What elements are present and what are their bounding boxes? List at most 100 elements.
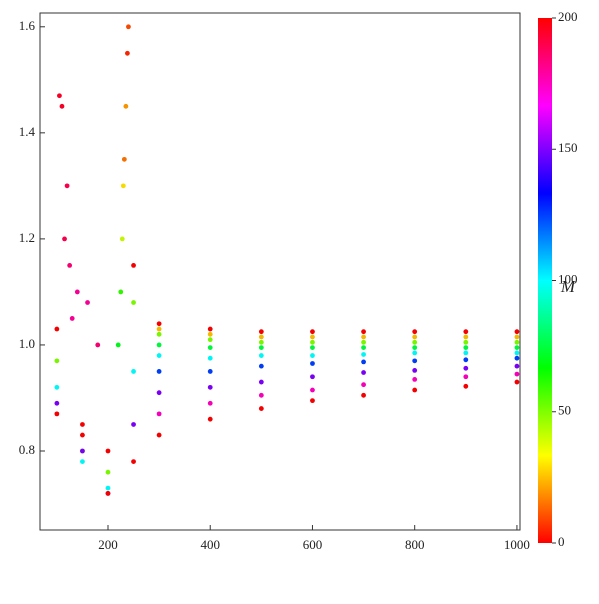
point xyxy=(80,432,85,438)
point xyxy=(514,334,520,340)
point xyxy=(361,339,366,345)
point xyxy=(95,342,101,348)
point xyxy=(119,236,125,242)
point xyxy=(64,183,70,189)
point xyxy=(258,406,264,411)
point xyxy=(463,334,469,340)
point xyxy=(54,400,60,406)
point xyxy=(105,448,111,454)
point xyxy=(105,485,111,491)
point xyxy=(514,329,520,335)
point xyxy=(105,491,111,496)
point xyxy=(207,355,213,361)
point xyxy=(62,236,67,242)
colorbar-tick-label: 200 xyxy=(558,9,578,24)
point xyxy=(156,342,162,348)
point xyxy=(310,387,315,393)
point xyxy=(156,432,162,438)
point xyxy=(207,384,213,390)
point xyxy=(207,337,213,343)
point xyxy=(125,50,130,56)
x-tick-label: 200 xyxy=(98,537,118,552)
point xyxy=(80,459,85,464)
point xyxy=(156,321,162,327)
point xyxy=(310,398,315,404)
point xyxy=(463,383,469,389)
point xyxy=(412,334,418,340)
point xyxy=(156,326,162,332)
point xyxy=(105,469,111,475)
point xyxy=(514,355,520,361)
point xyxy=(412,358,418,364)
point xyxy=(207,369,213,374)
point xyxy=(123,103,129,109)
point xyxy=(85,300,90,305)
point xyxy=(310,334,315,340)
point xyxy=(59,103,65,109)
x-tick-label: 400 xyxy=(200,537,220,552)
point xyxy=(361,370,366,375)
point xyxy=(361,334,366,340)
point xyxy=(54,384,60,390)
point xyxy=(463,374,469,380)
point xyxy=(258,339,264,345)
point xyxy=(258,379,264,385)
y-tick-label: 1.0 xyxy=(19,336,35,351)
point xyxy=(412,345,418,350)
point xyxy=(258,392,264,398)
point xyxy=(121,156,127,162)
point xyxy=(463,350,469,356)
point xyxy=(310,374,315,380)
point xyxy=(54,326,60,332)
point xyxy=(207,400,213,406)
point xyxy=(80,448,85,454)
point xyxy=(131,422,136,427)
point xyxy=(412,377,418,382)
point xyxy=(54,411,60,417)
point xyxy=(80,422,85,427)
point xyxy=(118,289,124,295)
point xyxy=(361,352,366,357)
point xyxy=(131,369,136,374)
point xyxy=(514,371,520,377)
point xyxy=(361,382,366,388)
x-tick-label: 800 xyxy=(405,537,425,552)
point xyxy=(310,353,315,358)
point xyxy=(115,342,121,348)
point xyxy=(463,339,469,345)
point xyxy=(258,345,264,350)
point xyxy=(156,411,162,417)
point xyxy=(412,367,418,373)
point xyxy=(131,263,136,268)
colorbar-tick-label: 50 xyxy=(558,403,571,418)
point xyxy=(463,345,469,350)
point xyxy=(57,93,62,99)
y-tick-label: 1.4 xyxy=(19,124,36,139)
point xyxy=(463,357,469,363)
colorbar xyxy=(538,18,552,543)
point xyxy=(463,365,469,371)
point xyxy=(412,350,418,356)
plot-frame xyxy=(39,12,521,531)
point xyxy=(514,379,520,385)
point xyxy=(131,459,136,464)
point xyxy=(126,24,131,30)
point xyxy=(412,387,418,393)
point xyxy=(120,183,126,189)
point xyxy=(207,416,213,422)
point xyxy=(310,329,315,335)
point xyxy=(131,300,136,305)
point xyxy=(156,390,162,396)
point xyxy=(258,334,264,340)
point xyxy=(463,329,469,335)
point xyxy=(514,350,520,356)
point xyxy=(514,339,520,345)
point xyxy=(156,369,162,374)
point xyxy=(310,361,315,366)
point xyxy=(258,353,264,358)
point xyxy=(310,339,315,345)
x-tick-label: 600 xyxy=(303,537,323,552)
y-tick-label: 1.2 xyxy=(19,230,35,245)
point xyxy=(310,345,315,350)
